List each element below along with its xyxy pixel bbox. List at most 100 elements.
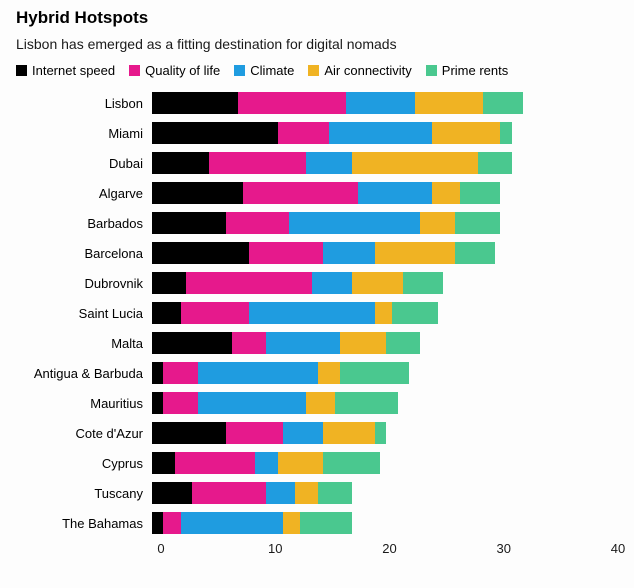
chart-row: Cyprus	[16, 448, 618, 478]
chart-row: Lisbon	[16, 88, 618, 118]
chart-row: Cote d'Azur	[16, 418, 618, 448]
bar-segment-climate	[254, 452, 278, 474]
bar-segment-climate	[346, 92, 415, 114]
category-label: Mauritius	[90, 395, 143, 411]
chart-rows: Lisbon Miami Dubai Algarve Barbados Barcelona…	[16, 88, 618, 538]
bar-segment-climate	[283, 422, 324, 444]
bar	[152, 422, 609, 444]
category-label: Tuscany	[94, 485, 143, 501]
legend-item: Prime rents	[425, 63, 508, 78]
bar-segment-climate	[197, 392, 307, 414]
category-label: Dubai	[109, 155, 143, 171]
bar-segment-air-connectivity	[351, 152, 478, 174]
bar-segment-climate	[197, 362, 318, 384]
bar-segment-quality-of-life	[277, 122, 330, 144]
bar-segment-internet-speed	[152, 482, 192, 504]
legend-label: Quality of life	[145, 63, 221, 78]
bar-segment-prime-rents	[374, 422, 387, 444]
category-label: Algarve	[98, 185, 143, 201]
bar-segment-air-connectivity	[431, 182, 461, 204]
bar-segment-prime-rents	[323, 452, 381, 474]
bar-segment-prime-rents	[386, 332, 421, 354]
bar	[152, 332, 609, 354]
bar	[152, 392, 609, 414]
bar-segment-climate	[180, 512, 284, 534]
legend: Internet speed Quality of life Climate Air …	[16, 63, 618, 78]
category-label: Malta	[111, 335, 143, 351]
bar-segment-air-connectivity	[306, 392, 335, 414]
bar-segment-quality-of-life	[191, 482, 267, 504]
chart-subtitle: Lisbon has emerged as a fitting destinat…	[16, 36, 397, 52]
bar-segment-air-connectivity	[414, 92, 484, 114]
bar-segment-internet-speed	[152, 332, 232, 354]
bar-segment-prime-rents	[391, 302, 438, 324]
bar-segment-internet-speed	[152, 512, 164, 534]
bar-segment-air-connectivity	[351, 272, 404, 294]
bar-segment-air-connectivity	[283, 512, 301, 534]
category-label: Cyprus	[101, 455, 143, 471]
category-label: Lisbon	[104, 95, 143, 111]
bar-segment-prime-rents	[460, 182, 501, 204]
x-axis: 0 10 20 30 40	[157, 541, 625, 561]
bar-segment-internet-speed	[152, 302, 181, 324]
bar-segment-air-connectivity	[323, 422, 375, 444]
legend-item: Air connectivity	[308, 63, 412, 78]
bar-segment-internet-speed	[152, 452, 175, 474]
bar-segment-internet-speed	[152, 152, 210, 174]
x-tick: 0	[157, 541, 165, 556]
category-label: Barbados	[87, 215, 143, 231]
bar-segment-prime-rents	[334, 392, 398, 414]
bar-segment-climate	[289, 212, 421, 234]
bar-segment-prime-rents	[477, 152, 512, 174]
chart-row: Mauritius	[16, 388, 618, 418]
bar-segment-air-connectivity	[431, 122, 501, 144]
bar	[152, 92, 609, 114]
bar-segment-quality-of-life	[243, 182, 358, 204]
bar-segment-prime-rents	[454, 242, 495, 264]
chart-row: Saint Lucia	[16, 298, 618, 328]
chart-row: Dubai	[16, 148, 618, 178]
x-tick: 20	[382, 541, 397, 556]
bar-segment-air-connectivity	[317, 362, 341, 384]
bar-segment-quality-of-life	[249, 242, 324, 264]
x-tick: 40	[610, 541, 626, 556]
bar-segment-prime-rents	[300, 512, 352, 534]
bar-segment-climate	[266, 332, 341, 354]
bar-segment-internet-speed	[152, 122, 278, 144]
x-tick: 30	[496, 541, 511, 556]
bar-segment-internet-speed	[152, 392, 164, 414]
category-label: Dubrovnik	[84, 275, 143, 291]
page-title: Hybrid Hotspots	[16, 8, 149, 27]
bar-segment-internet-speed	[152, 362, 164, 384]
chart-row: Tuscany	[16, 478, 618, 508]
bar-segment-internet-speed	[152, 422, 227, 444]
legend-swatch	[425, 65, 437, 76]
bar	[152, 242, 609, 264]
bar-segment-quality-of-life	[231, 332, 267, 354]
chart-row: Barbados	[16, 208, 618, 238]
bar-segment-quality-of-life	[163, 392, 198, 414]
x-tick: 10	[268, 541, 283, 556]
bar-segment-climate	[266, 482, 295, 504]
bar-segment-prime-rents	[454, 212, 501, 234]
bar-segment-climate	[323, 242, 375, 264]
legend-label: Air connectivity	[324, 63, 412, 78]
bar-segment-internet-speed	[152, 212, 227, 234]
category-label: Antigua & Barbuda	[33, 365, 143, 381]
bar-segment-air-connectivity	[294, 482, 318, 504]
bar-segment-internet-speed	[152, 242, 250, 264]
legend-swatch	[16, 65, 27, 76]
bar-segment-quality-of-life	[186, 272, 312, 294]
chart-row: The Bahamas	[16, 508, 618, 538]
bar-segment-internet-speed	[152, 182, 244, 204]
chart-row: Algarve	[16, 178, 618, 208]
chart-row: Malta	[16, 328, 618, 358]
bar-segment-air-connectivity	[374, 242, 455, 264]
category-label: Cote d'Azur	[75, 425, 143, 441]
bar-segment-prime-rents	[500, 122, 512, 144]
bar-segment-air-connectivity	[420, 212, 455, 234]
legend-item: Internet speed	[16, 63, 115, 78]
bar	[152, 452, 609, 474]
bar-segment-climate	[249, 302, 375, 324]
bar-segment-prime-rents	[340, 362, 410, 384]
